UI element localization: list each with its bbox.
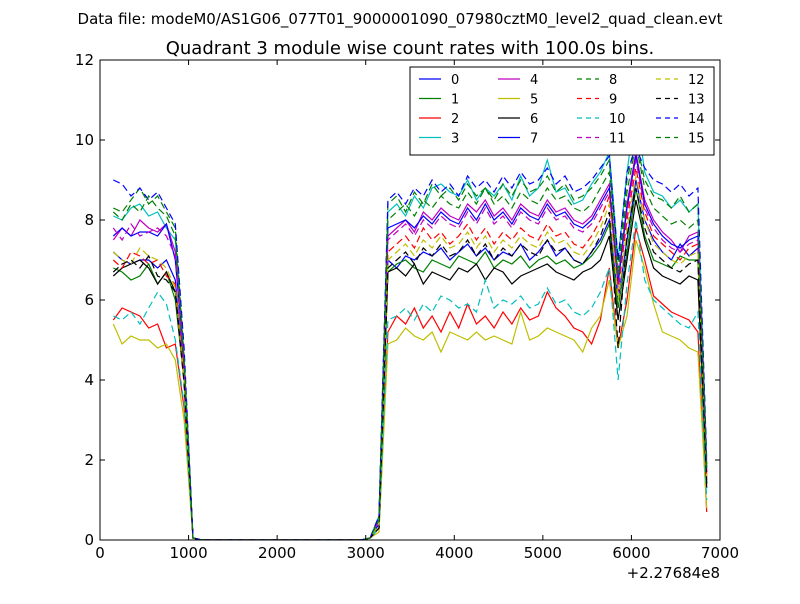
legend-label-15: 15 [688, 132, 705, 147]
legend-label-6: 6 [530, 112, 538, 127]
legend-label-12: 12 [688, 73, 705, 88]
legend-label-5: 5 [530, 93, 538, 108]
legend-label-8: 8 [609, 73, 617, 88]
legend-label-11: 11 [609, 132, 626, 147]
series-line-2 [112, 227, 708, 540]
legend-label-1: 1 [451, 93, 459, 108]
series-line-15 [112, 143, 708, 540]
x-tick-label: 5000 [524, 544, 562, 562]
series-line-7 [112, 155, 708, 540]
series-layer [112, 107, 708, 540]
y-tick-label: 10 [75, 131, 94, 149]
legend-frame [409, 66, 715, 156]
x-tick-label: 7000 [701, 544, 739, 562]
series-line-3 [113, 107, 708, 540]
x-tick-label: 3000 [347, 544, 385, 562]
legend-label-10: 10 [609, 112, 626, 127]
series-line-6 [112, 199, 708, 540]
y-tick-label: 12 [75, 51, 94, 69]
legend-label-4: 4 [530, 73, 538, 88]
y-tick-label: 4 [84, 371, 94, 389]
y-tick-label: 6 [84, 291, 94, 309]
x-tick-label: 1000 [169, 544, 207, 562]
series-line-9 [112, 167, 708, 540]
legend-label-14: 14 [688, 112, 705, 127]
y-tick-label: 2 [84, 451, 94, 469]
legend-label-2: 2 [451, 112, 459, 127]
legend-label-9: 9 [609, 93, 617, 108]
series-line-1 [113, 187, 708, 540]
x-tick-label: 4000 [435, 544, 473, 562]
x-offset-label: +2.27684e8 [627, 564, 720, 582]
legend-label-13: 13 [688, 93, 705, 108]
legend-label-7: 7 [530, 132, 538, 147]
x-tick-label: 6000 [612, 544, 650, 562]
figure-suptitle: Data file: modeM0/AS1G06_077T01_90000010… [78, 10, 723, 29]
x-tick-label: 2000 [258, 544, 296, 562]
series-line-8 [113, 139, 708, 540]
chart-title: Quadrant 3 module wise count rates with … [166, 38, 655, 59]
series-line-4 [112, 151, 708, 540]
y-tick-label: 0 [84, 531, 94, 549]
series-line-5 [112, 239, 708, 540]
x-tick-label: 0 [95, 544, 105, 562]
series-line-11 [112, 159, 708, 540]
series-line-0 [112, 179, 708, 540]
y-tick-label: 8 [84, 211, 94, 229]
legend-label-3: 3 [451, 132, 459, 147]
series-line-10 [113, 219, 708, 540]
series-line-13 [112, 187, 708, 540]
legend-label-0: 0 [451, 73, 459, 88]
series-line-14 [113, 146, 708, 540]
